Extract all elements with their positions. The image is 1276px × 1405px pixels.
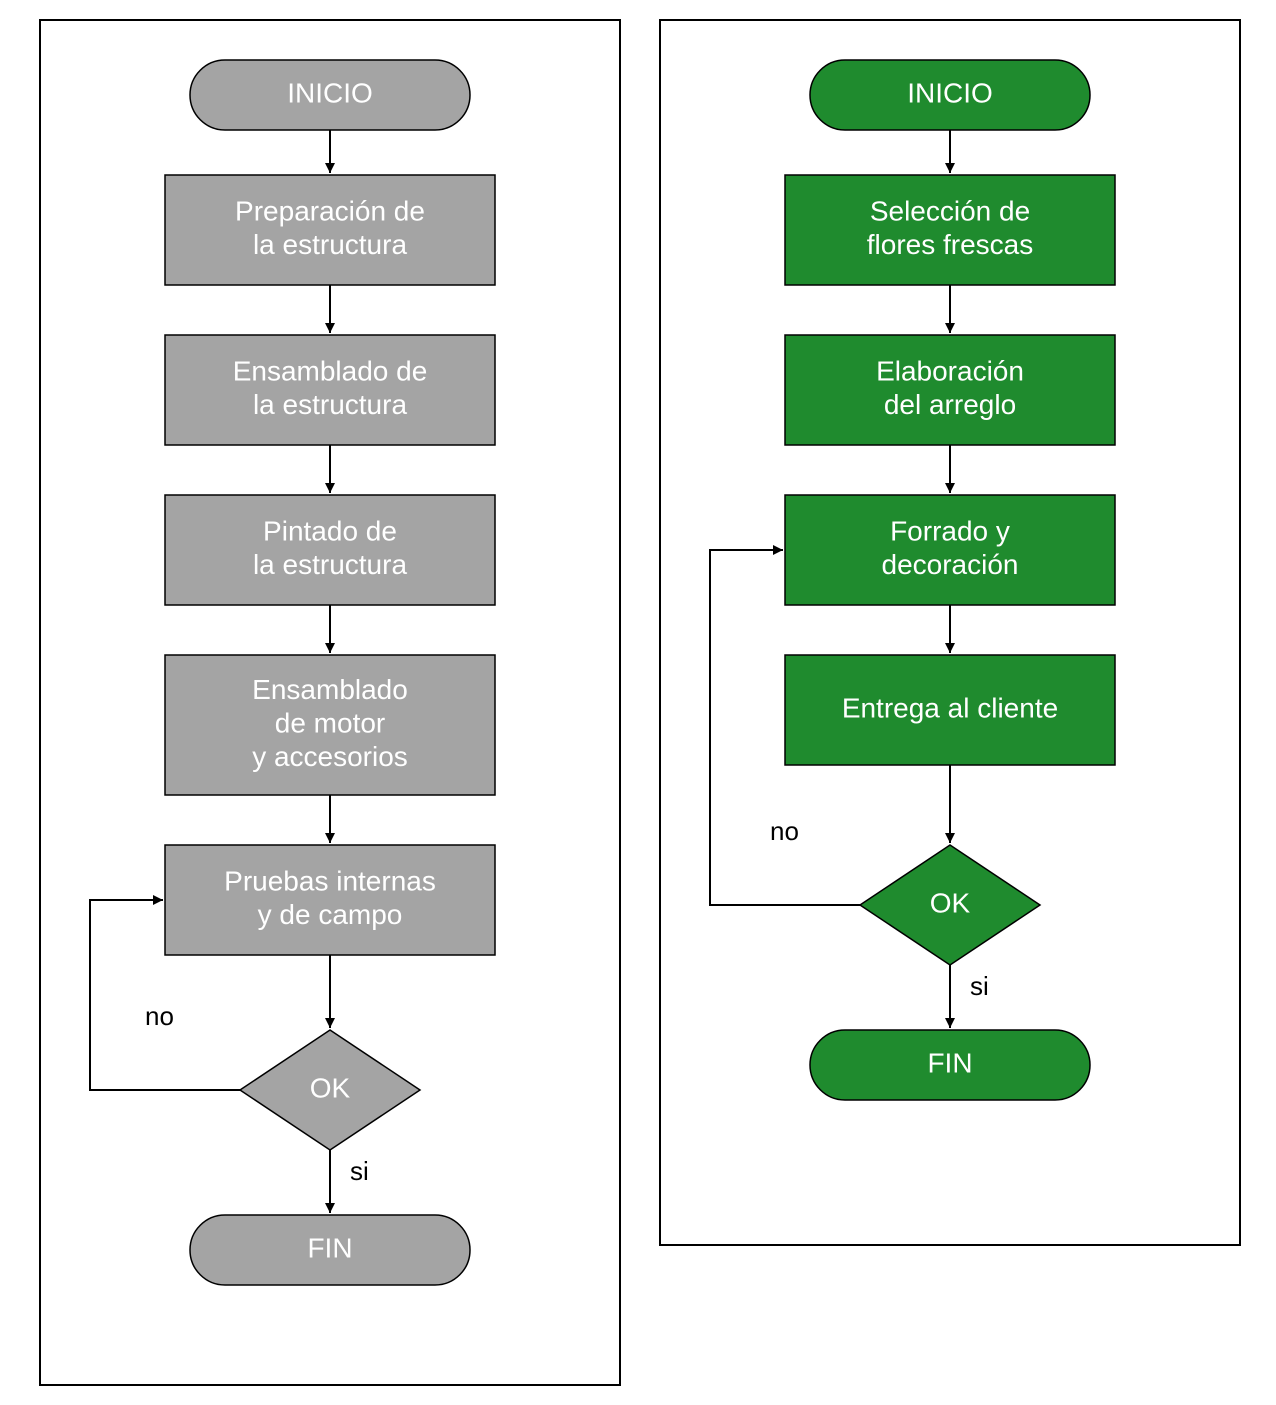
svg-text:Pintado de: Pintado de	[263, 516, 397, 547]
svg-text:FIN: FIN	[927, 1047, 972, 1078]
svg-text:Entrega al cliente: Entrega al cliente	[842, 692, 1058, 723]
svg-text:INICIO: INICIO	[287, 77, 373, 108]
svg-text:Selección de: Selección de	[870, 196, 1030, 227]
svg-text:FIN: FIN	[307, 1232, 352, 1263]
svg-text:Ensamblado: Ensamblado	[252, 674, 408, 705]
svg-text:y accesorios: y accesorios	[252, 741, 408, 772]
svg-text:Ensamblado de: Ensamblado de	[233, 356, 428, 387]
svg-text:del arreglo: del arreglo	[884, 389, 1016, 420]
svg-text:OK: OK	[930, 887, 971, 918]
svg-text:de motor: de motor	[275, 707, 386, 738]
svg-text:la estructura: la estructura	[253, 549, 407, 580]
edge-label-si: si	[970, 971, 989, 1001]
svg-text:Forrado y: Forrado y	[890, 516, 1010, 547]
svg-text:Preparación de: Preparación de	[235, 196, 425, 227]
edge-label-si: si	[350, 1156, 369, 1186]
svg-text:decoración: decoración	[882, 549, 1019, 580]
edge-label-no: no	[770, 816, 799, 846]
svg-text:Pruebas internas: Pruebas internas	[224, 866, 436, 897]
flowchart-diagram: INICIOPreparación dela estructuraEnsambl…	[0, 0, 1276, 1405]
svg-text:INICIO: INICIO	[907, 77, 993, 108]
svg-text:y de campo: y de campo	[258, 899, 403, 930]
svg-text:Elaboración: Elaboración	[876, 356, 1024, 387]
edge-label-no: no	[145, 1001, 174, 1031]
svg-text:flores frescas: flores frescas	[867, 229, 1034, 260]
svg-text:la estructura: la estructura	[253, 389, 407, 420]
svg-text:OK: OK	[310, 1072, 351, 1103]
svg-text:la estructura: la estructura	[253, 229, 407, 260]
